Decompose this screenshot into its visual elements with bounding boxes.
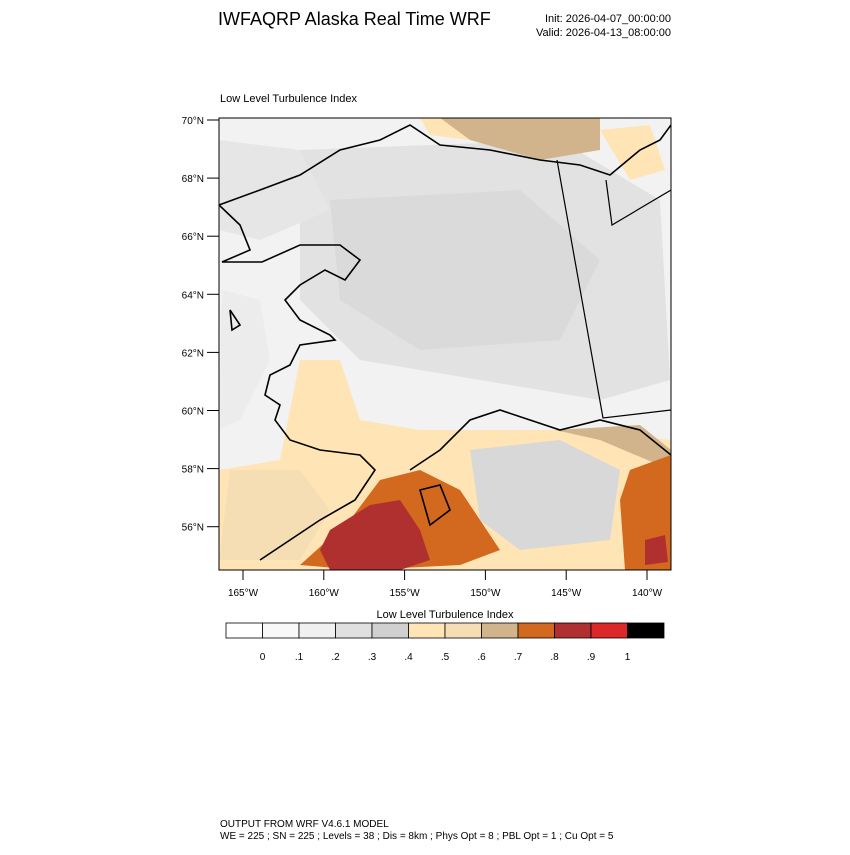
init-time: Init: 2026-04-07_00:00:00 [545,13,671,25]
colorbar-label: .1 [295,652,304,663]
colorbar-label: .8 [550,652,559,663]
lon-label: 140°W [632,588,663,599]
colorbar-box [444,622,482,639]
lon-label: 160°W [309,588,340,599]
lon-label: 155°W [390,588,421,599]
map-field [219,118,671,570]
colorbar-label: 0 [260,652,266,663]
map-axes: 70°N 68°N 66°N 64°N 62°N 60°N 58°N 56°N 165°W 160… [182,116,663,599]
lat-label: 68°N [182,174,204,185]
colorbar: 0 .1 .2 .3 .4 .5 .6 .7 .8 .9 1 [225,622,665,663]
footer-line: WE = 225 ; SN = 225 ; Levels = 38 ; Dis … [220,831,614,842]
colorbar-title: Low Level Turbulence Index [377,609,514,621]
colorbar-box [262,622,300,639]
colorbar-label: .6 [477,652,486,663]
lon-label: 165°W [228,588,259,599]
lat-label: 64°N [182,290,204,301]
colorbar-label: .4 [404,652,413,663]
map-frame [218,117,672,571]
map-title: Low Level Turbulence Index [220,93,357,105]
footer-line: OUTPUT FROM WRF V4.6.1 MODEL [220,819,389,830]
colorbar-label: .3 [368,652,377,663]
colorbar-box [627,622,665,639]
colorbar-box [517,622,555,639]
colorbar-label: .7 [514,652,523,663]
colorbar-label: .9 [587,652,596,663]
lat-label: 60°N [182,407,204,418]
lat-label: 62°N [182,348,204,359]
colorbar-label: .5 [441,652,450,663]
lon-label: 150°W [470,588,501,599]
colorbar-box [590,622,628,639]
colorbar-box [225,622,263,639]
colorbar-label: .2 [331,652,340,663]
valid-time: Valid: 2026-04-13_08:00:00 [536,27,671,39]
lat-label: 66°N [182,232,204,243]
colorbar-box [481,622,519,639]
lat-label: 58°N [182,465,204,476]
lat-label: 70°N [182,116,204,127]
colorbar-box [408,622,446,639]
colorbar-box [371,622,409,639]
lon-label: 145°W [551,588,582,599]
lat-label: 56°N [182,523,204,534]
main-title: IWFAQRP Alaska Real Time WRF [218,9,491,29]
colorbar-box [335,622,373,639]
colorbar-box [298,622,336,639]
colorbar-label: 1 [625,652,631,663]
colorbar-box [554,622,592,639]
